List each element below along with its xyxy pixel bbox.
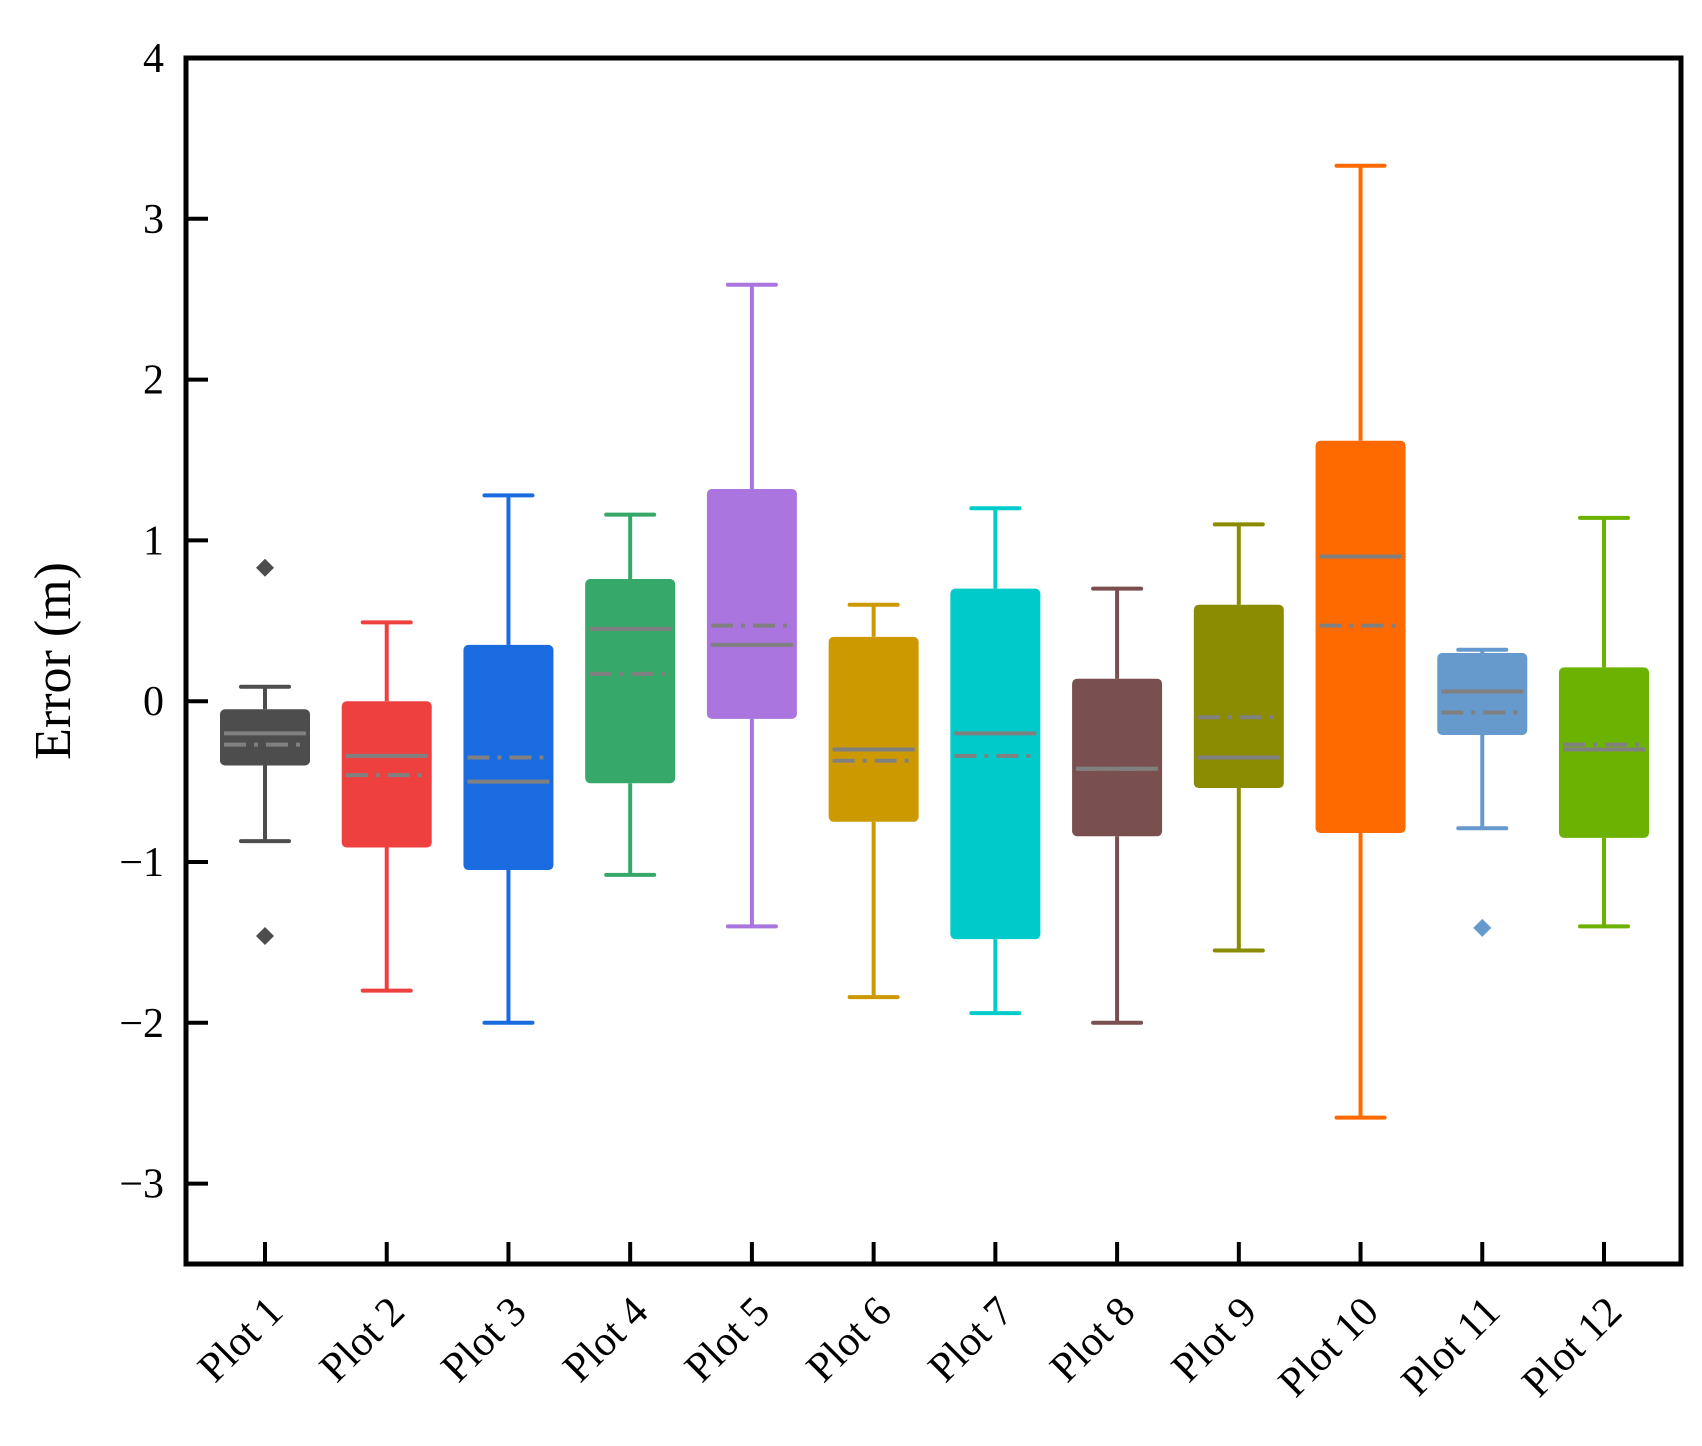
iqr-box: [341, 701, 432, 848]
y-axis: −3 −2 −1 0 1 2 3 4: [119, 36, 208, 1208]
iqr-box: [1072, 678, 1163, 837]
boxes-layer: [220, 163, 1649, 1120]
x-tick-label: Plot 7: [920, 1289, 1023, 1392]
x-tick-label: Plot 9: [1163, 1289, 1266, 1392]
box-11: [1437, 647, 1528, 937]
y-tick-label: −3: [119, 1162, 164, 1208]
iqr-box: [585, 578, 676, 784]
x-tick-label: Plot 1: [189, 1289, 292, 1392]
box-2: [341, 620, 432, 993]
x-tick-label: Plot 10: [1270, 1289, 1388, 1407]
iqr-box: [463, 644, 554, 871]
x-tick-label: Plot 3: [433, 1289, 536, 1392]
iqr-box: [828, 636, 919, 822]
y-tick-label: 4: [143, 36, 164, 82]
iqr-box: [1193, 604, 1284, 789]
box-6: [828, 602, 919, 1000]
y-tick-label: 1: [143, 518, 164, 564]
iqr-box: [1315, 440, 1406, 834]
y-tick-label: 3: [143, 197, 164, 243]
y-tick-label: 2: [143, 358, 164, 404]
x-tick-label: Plot 6: [798, 1289, 901, 1392]
outlier-point: [256, 558, 274, 577]
x-tick-label: Plot 2: [311, 1289, 414, 1392]
box-7: [950, 506, 1041, 1016]
x-tick-label: Plot 8: [1041, 1289, 1144, 1392]
y-tick-label: −1: [119, 840, 164, 886]
box-4: [585, 512, 676, 877]
x-axis: Plot 1 Plot 2 Plot 3 Plot 4 Plot 5 Plot 6 Plot…: [189, 1242, 1631, 1406]
box-5: [706, 282, 797, 929]
y-tick-label: 0: [143, 679, 164, 725]
iqr-box: [1559, 667, 1649, 838]
x-tick-label: Plot 12: [1514, 1289, 1632, 1407]
x-tick-label: Plot 5: [676, 1289, 779, 1392]
y-axis-label: Error (m): [25, 562, 82, 760]
iqr-box: [220, 709, 310, 766]
box-9: [1193, 522, 1284, 953]
iqr-box: [706, 488, 797, 719]
iqr-box: [1437, 652, 1528, 735]
x-tick-label: Plot 4: [555, 1289, 658, 1392]
outlier-point: [1473, 918, 1492, 937]
outlier-point: [256, 926, 274, 945]
box-1: [220, 558, 310, 945]
box-10: [1315, 163, 1406, 1120]
x-tick-label: Plot 11: [1393, 1289, 1509, 1405]
box-12: [1559, 515, 1649, 929]
y-tick-label: −2: [119, 1001, 164, 1047]
iqr-box: [950, 588, 1041, 940]
box-3: [463, 493, 554, 1025]
box-8: [1072, 586, 1163, 1025]
plot-frame: [183, 55, 1684, 1267]
